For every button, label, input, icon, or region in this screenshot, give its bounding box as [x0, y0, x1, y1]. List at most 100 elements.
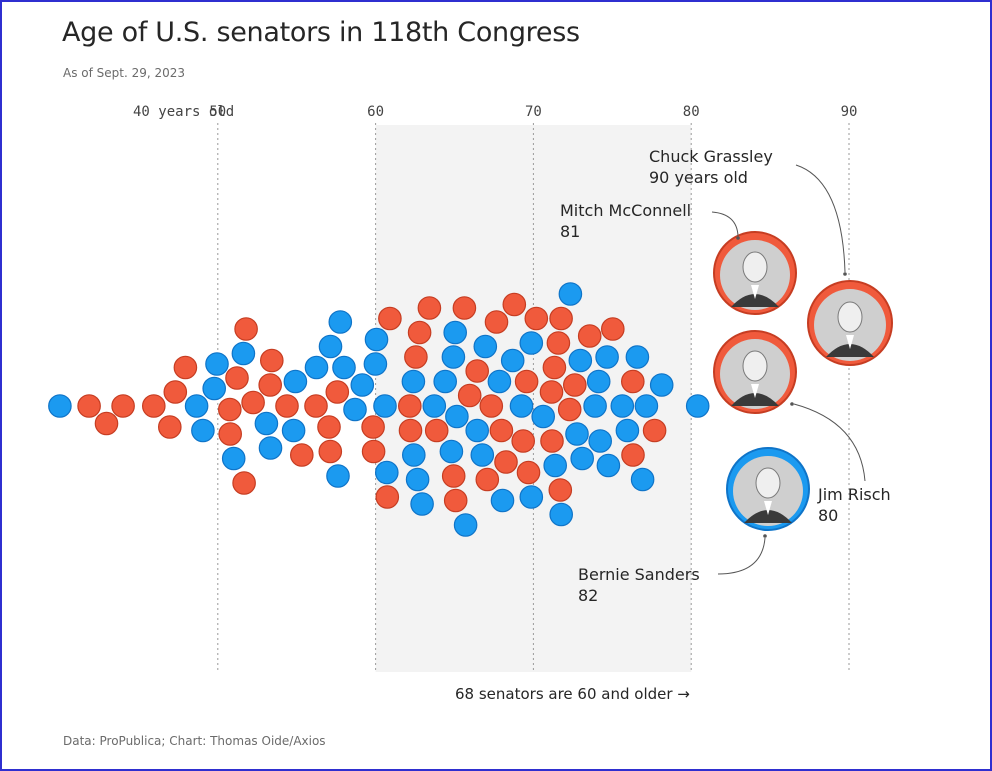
republican-senator-dot [524, 306, 549, 331]
democrat-senator-dot [558, 282, 583, 306]
republican-senator-dot [289, 443, 314, 467]
democrat-senator-dot [588, 429, 612, 453]
republican-senator-dot [577, 324, 602, 348]
democrat-senator-dot [473, 334, 498, 359]
mitch-mcconnell-portrait [713, 231, 797, 315]
democrat-senator-dot [630, 467, 655, 492]
republican-senator-dot [94, 411, 119, 436]
chuck-grassley-portrait [807, 280, 893, 366]
democrat-senator-dot [374, 460, 399, 485]
democrat-senator-dot [465, 418, 489, 443]
democrat-senator-dot [422, 394, 447, 418]
democrat-senator-dot [615, 418, 640, 443]
republican-senator-dot [241, 390, 265, 415]
republican-senator-dot [502, 292, 527, 317]
republican-senator-dot [562, 373, 587, 397]
republican-senator-dot [218, 422, 242, 446]
democrat-senator-dot [231, 341, 256, 366]
republican-senator-dot [225, 366, 249, 390]
democrat-senator-dot [586, 369, 611, 394]
jim-risch-age-label: 80 [818, 506, 838, 525]
democrat-senator-dot [470, 443, 495, 467]
republican-senator-dot [557, 397, 582, 422]
republican-senator-dot [163, 380, 188, 404]
mitch-mcconnell-leader-line [711, 211, 739, 237]
democrat-senator-dot [596, 453, 621, 478]
democrat-senator-dot [343, 397, 367, 422]
chart-subtitle: As of Sept. 29, 2023 [63, 66, 186, 80]
republican-senator-dot [443, 488, 468, 513]
democrat-senator-dot [401, 443, 426, 467]
democrat-senator-dot [443, 320, 467, 345]
republican-senator-dot [546, 331, 571, 355]
democrat-senator-dot [625, 345, 650, 369]
republican-senator-dot [417, 296, 442, 320]
republican-senator-dot [398, 418, 423, 443]
republican-senator-dot [494, 450, 518, 474]
tick-label-50: 50 [209, 104, 226, 120]
republican-senator-dot [404, 345, 428, 369]
republican-senator-dot [441, 464, 466, 488]
republican-senator-dot [516, 460, 541, 485]
republican-senator-dot [77, 394, 101, 418]
republican-senator-dot [479, 394, 504, 418]
democrat-senator-dot [509, 394, 534, 418]
democrat-senator-dot [410, 492, 434, 516]
republican-senator-dot [600, 317, 625, 341]
democrat-senator-dot [283, 369, 308, 394]
democrat-senator-dot [570, 446, 594, 471]
tick-label-90: 90 [841, 104, 858, 120]
democrat-senator-dot [543, 453, 567, 478]
republican-senator-dot [548, 478, 573, 502]
democrat-senator-dot [595, 345, 619, 369]
democrat-senator-dot [326, 464, 350, 488]
democrat-senator-dot [519, 485, 544, 509]
republican-senator-dot [549, 306, 573, 331]
democrat-senator-dot [433, 369, 457, 394]
tick-label-40: 40 years old [133, 104, 234, 120]
republican-senator-dot [540, 429, 564, 453]
democrat-senator-dot [202, 376, 226, 401]
mitch-mcconnell-age-label: 81 [560, 222, 580, 241]
mitch-mcconnell-name-label: Mitch McConnell [560, 201, 691, 220]
bernie-sanders-age-label: 82 [578, 586, 598, 605]
republican-senator-dot [361, 415, 385, 439]
jim-risch-leader-line [793, 403, 866, 482]
democrat-senator-dot [332, 355, 356, 380]
republican-senator-dot [111, 394, 135, 418]
democrat-senator-dot [405, 467, 430, 492]
republican-senator-dot [407, 320, 432, 345]
tick-label-60: 60 [367, 104, 384, 120]
republican-senator-dot [218, 397, 242, 422]
mitch-mcconnell-leader-arrow [736, 236, 740, 240]
democrat-senator-dot [191, 418, 215, 443]
bernie-sanders-leader-arrow [763, 534, 767, 538]
bernie-sanders-leader-line [717, 537, 766, 575]
bernie-sanders-portrait [726, 447, 810, 531]
republican-senator-dot [275, 394, 299, 418]
democrat-senator-dot [401, 369, 426, 394]
jim-risch-name-label: Jim Risch [817, 485, 891, 504]
republican-senator-dot [158, 415, 182, 439]
democrat-senator-dot [610, 394, 635, 418]
democrat-senator-dot [318, 334, 343, 359]
republican-senator-dot [361, 439, 386, 464]
chuck-grassley-leader-arrow [843, 272, 847, 276]
democrat-senator-dot [328, 310, 353, 334]
older-senators-note: 68 senators are 60 and older → [455, 685, 690, 703]
republican-senator-dot [258, 373, 282, 397]
republican-senator-dot [489, 418, 514, 443]
democrat-senator-dot [487, 369, 512, 394]
democrat-senator-dot [350, 373, 375, 397]
jim-risch-leader-arrow [790, 402, 794, 406]
democrat-senator-dot [634, 394, 659, 418]
republican-senator-dot [304, 394, 328, 418]
republican-senator-dot [542, 355, 567, 380]
democrat-senator-dot [48, 394, 72, 418]
republican-senator-dot [642, 418, 667, 443]
democrat-senator-dot [363, 352, 388, 376]
republican-senator-dot [424, 418, 449, 443]
chuck-grassley-age-label: 90 years old [649, 168, 748, 187]
democrat-senator-dot [221, 446, 246, 471]
